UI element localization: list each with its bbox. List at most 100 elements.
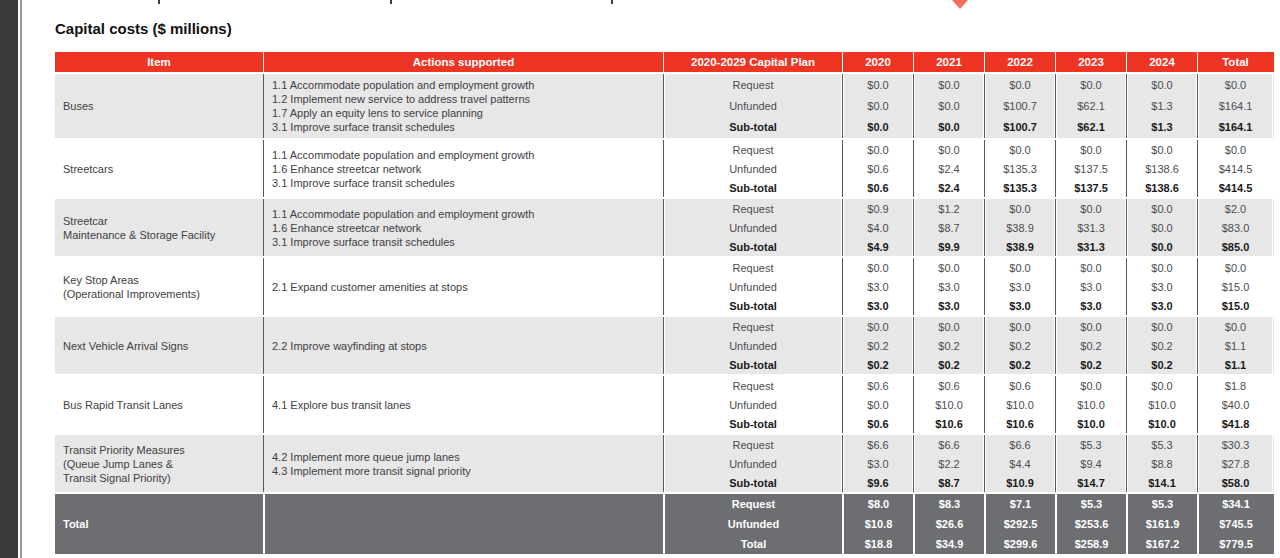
item-line: Transit Priority Measures bbox=[63, 443, 263, 457]
value-cell: $0.0 bbox=[913, 117, 984, 138]
value-cell: $0.0 bbox=[1055, 376, 1126, 395]
value-cell: $0.6 bbox=[842, 159, 913, 178]
actions-cell: 2.1 Expand customer amenities at stops bbox=[263, 258, 663, 315]
total-row-group: TotalRequest$8.0$8.3$7.1$5.3$5.3$34.1Unf… bbox=[55, 492, 1274, 554]
table-row: Total$18.8$34.9$299.6$258.9$167.2$779.5 bbox=[663, 534, 1274, 554]
value-cell: $0.2 bbox=[1055, 355, 1126, 374]
value-cell: $5.3 bbox=[1055, 435, 1126, 454]
value-cell: $15.0 bbox=[1197, 296, 1273, 315]
value-cell: $31.3 bbox=[1055, 237, 1126, 256]
table-row: Unfunded$10.8$26.6$292.5$253.6$161.9$745… bbox=[663, 514, 1274, 534]
value-cell: $0.0 bbox=[1126, 218, 1197, 237]
value-cell: $3.0 bbox=[1126, 296, 1197, 315]
value-cell: $10.0 bbox=[984, 395, 1055, 414]
column-header: Actions supported bbox=[263, 52, 663, 72]
group-rows: Request$0.9$1.2$0.0$0.0$0.0$2.0Unfunded$… bbox=[663, 199, 1274, 256]
table-row-group: Next Vehicle Arrival Signs2.2 Improve wa… bbox=[55, 315, 1274, 374]
value-cell: $1.3 bbox=[1126, 117, 1197, 138]
value-cell: $1.3 bbox=[1126, 95, 1197, 116]
row-label: Unfunded bbox=[663, 277, 842, 296]
actions-cell: 1.1 Accommodate population and employmen… bbox=[263, 199, 663, 256]
row-label: Sub-total bbox=[663, 355, 842, 374]
table-row: Unfunded$3.0$3.0$3.0$3.0$3.0$15.0 bbox=[663, 277, 1274, 296]
table-row-group: Transit Priority Measures(Queue Jump Lan… bbox=[55, 433, 1274, 492]
value-cell: $27.8 bbox=[1197, 454, 1273, 473]
value-cell: $0.0 bbox=[842, 117, 913, 138]
value-cell: $5.3 bbox=[1126, 494, 1197, 514]
value-cell: $0.0 bbox=[1126, 140, 1197, 159]
value-cell: $8.0 bbox=[842, 494, 913, 514]
value-cell: $0.0 bbox=[1197, 140, 1273, 159]
action-line: 1.1 Accommodate population and employmen… bbox=[272, 207, 657, 221]
value-cell: $0.0 bbox=[842, 140, 913, 159]
value-cell: $0.0 bbox=[1126, 317, 1197, 336]
value-cell: $100.7 bbox=[984, 117, 1055, 138]
value-cell: $9.4 bbox=[1055, 454, 1126, 473]
table-row: Unfunded$0.6$2.4$135.3$137.5$138.6$414.5 bbox=[663, 159, 1274, 178]
value-cell: $4.0 bbox=[842, 218, 913, 237]
table-row: Request$6.6$6.6$6.6$5.3$5.3$30.3 bbox=[663, 435, 1274, 454]
item-line: Total bbox=[63, 517, 263, 531]
table-row: Sub-total$0.6$2.4$135.3$137.5$138.6$414.… bbox=[663, 178, 1274, 197]
value-cell: $9.6 bbox=[842, 473, 913, 492]
table-row: Sub-total$3.0$3.0$3.0$3.0$3.0$15.0 bbox=[663, 296, 1274, 315]
value-cell: $0.0 bbox=[1055, 258, 1126, 277]
page-title: Capital costs ($ millions) bbox=[55, 20, 232, 37]
value-cell: $0.0 bbox=[842, 95, 913, 116]
value-cell: $0.6 bbox=[842, 178, 913, 197]
value-cell: $1.1 bbox=[1197, 355, 1273, 374]
value-cell: $1.8 bbox=[1197, 376, 1273, 395]
value-cell: $0.0 bbox=[1055, 140, 1126, 159]
value-cell: $0.2 bbox=[913, 355, 984, 374]
value-cell: $2.4 bbox=[913, 159, 984, 178]
value-cell: $0.0 bbox=[1126, 74, 1197, 95]
row-label: Unfunded bbox=[663, 336, 842, 355]
action-line: 1.1 Accommodate population and employmen… bbox=[272, 78, 657, 92]
value-cell: $0.6 bbox=[842, 376, 913, 395]
column-header: Item bbox=[55, 52, 263, 72]
value-cell: $8.3 bbox=[913, 494, 984, 514]
value-cell: $3.0 bbox=[842, 454, 913, 473]
value-cell: $0.0 bbox=[1055, 74, 1126, 95]
value-cell: $7.1 bbox=[984, 494, 1055, 514]
value-cell: $6.6 bbox=[913, 435, 984, 454]
value-cell: $0.0 bbox=[1055, 317, 1126, 336]
value-cell: $100.7 bbox=[984, 95, 1055, 116]
value-cell: $26.6 bbox=[913, 514, 984, 534]
value-cell: $0.0 bbox=[984, 317, 1055, 336]
table-row: Sub-total$0.6$10.6$10.6$10.0$10.0$41.8 bbox=[663, 414, 1274, 433]
value-cell: $0.9 bbox=[842, 199, 913, 218]
table-row-group: StreetcarMaintenance & Storage Facility1… bbox=[55, 197, 1274, 256]
column-header: 2021 bbox=[913, 52, 984, 72]
value-cell: $2.0 bbox=[1197, 199, 1273, 218]
value-cell: $1.1 bbox=[1197, 336, 1273, 355]
item-cell: Total bbox=[55, 494, 263, 554]
action-line: 3.1 Improve surface transit schedules bbox=[272, 120, 657, 134]
value-cell: $10.0 bbox=[1055, 395, 1126, 414]
actions-cell: 1.1 Accommodate population and employmen… bbox=[263, 140, 663, 197]
value-cell: $3.0 bbox=[984, 277, 1055, 296]
value-cell: $41.8 bbox=[1197, 414, 1273, 433]
action-line: 1.7 Apply an equity lens to service plan… bbox=[272, 106, 657, 120]
value-cell: $14.1 bbox=[1126, 473, 1197, 492]
row-label: Request bbox=[663, 258, 842, 277]
value-cell: $31.3 bbox=[1055, 218, 1126, 237]
value-cell: $0.0 bbox=[913, 258, 984, 277]
table-row: Unfunded$0.0$0.0$100.7$62.1$1.3$164.1 bbox=[663, 95, 1274, 116]
action-line: 1.6 Enhance streetcar network bbox=[272, 162, 657, 176]
row-label: Unfunded bbox=[663, 159, 842, 178]
value-cell: $10.9 bbox=[984, 473, 1055, 492]
column-header: 2023 bbox=[1055, 52, 1126, 72]
value-cell: $8.7 bbox=[913, 473, 984, 492]
group-rows: Request$0.0$0.0$0.0$0.0$0.0$0.0Unfunded$… bbox=[663, 258, 1274, 315]
value-cell: $14.7 bbox=[1055, 473, 1126, 492]
actions-cell: 1.1 Accommodate population and employmen… bbox=[263, 74, 663, 138]
value-cell: $0.0 bbox=[842, 74, 913, 95]
cropped-content-remnant bbox=[390, 0, 392, 4]
value-cell: $0.0 bbox=[1126, 199, 1197, 218]
value-cell: $779.5 bbox=[1197, 534, 1273, 554]
item-line: Next Vehicle Arrival Signs bbox=[63, 339, 263, 353]
value-cell: $0.2 bbox=[842, 355, 913, 374]
value-cell: $10.0 bbox=[1126, 414, 1197, 433]
row-label: Request bbox=[663, 74, 842, 95]
